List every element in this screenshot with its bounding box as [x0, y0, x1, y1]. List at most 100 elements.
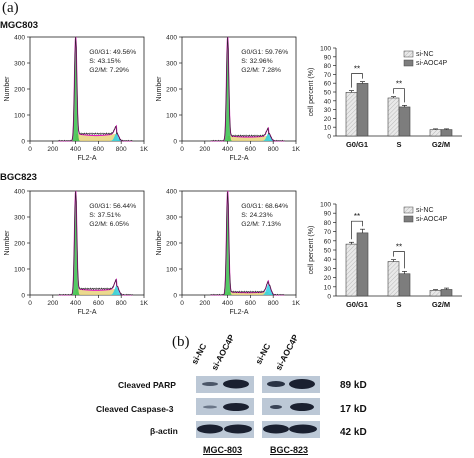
- lane-header: si-AOC4P: [273, 332, 301, 372]
- y-axis-label: Number: [156, 76, 163, 102]
- phase-percent-label: G0/G1: 59.76%: [241, 49, 288, 56]
- band: [267, 381, 285, 387]
- phase-percent-label: S: 32.96%: [241, 58, 272, 65]
- y-tick-label: 60: [324, 238, 332, 245]
- x-tick-label: 0: [180, 300, 184, 307]
- band: [223, 403, 249, 411]
- y-tick-label: 80: [324, 63, 332, 70]
- x-tick-label: 1K: [140, 146, 149, 153]
- g2m-peak-area: [210, 133, 285, 141]
- histogram-outline: [210, 36, 285, 142]
- y-tick-label: 20: [324, 116, 332, 123]
- significance-bracket: [393, 88, 405, 103]
- phase-percent-label: S: 24.23%: [241, 212, 272, 219]
- flow-histogram-bgc823-sinc: 0 100 200 300 400 0 200 400 600 800 1K FL2-A Number G…: [0, 184, 152, 319]
- phase-percent-label: G2/M: 6.05%: [89, 221, 129, 228]
- blot-bands: [196, 376, 320, 438]
- phase-percent-label: S: 43.15%: [89, 58, 120, 65]
- band: [289, 424, 317, 434]
- y-tick-label: 0: [21, 293, 25, 300]
- x-axis-label: FL2-A: [77, 155, 96, 162]
- legend-label: si-NC: [416, 207, 434, 214]
- g2m-peak-area: [58, 133, 133, 141]
- x-tick-label: 600: [245, 300, 256, 307]
- y-tick-label: 40: [324, 98, 332, 105]
- y-axis-label: Number: [156, 230, 163, 256]
- g1-peak-area: [210, 39, 285, 141]
- y-tick-label: 300: [166, 61, 177, 68]
- x-tick-label: 200: [47, 146, 58, 153]
- lane-header: si-AOC4P: [209, 332, 237, 372]
- histogram-outline: [58, 191, 133, 296]
- band: [197, 424, 223, 434]
- y-tick-label: 10: [324, 125, 332, 132]
- y-tick-label: 10: [324, 284, 332, 291]
- band: [270, 405, 282, 409]
- x-tick-label: 1K: [140, 300, 149, 307]
- x-tick-label: 0: [180, 146, 184, 153]
- y-tick-label: 50: [324, 248, 332, 255]
- x-tick-label: 800: [268, 300, 279, 307]
- x-axis-label: FL2-A: [229, 155, 248, 162]
- histogram-outline: [58, 36, 133, 142]
- band: [223, 379, 249, 389]
- kd-label: 89 kD: [340, 380, 367, 391]
- y-tick-label: 300: [14, 61, 25, 68]
- phase-percent-label: G2/M: 7.29%: [89, 67, 129, 74]
- y-tick-label: 200: [166, 241, 177, 248]
- x-tick-label: 200: [47, 300, 58, 307]
- blot-row-label: β-actin: [150, 426, 178, 436]
- x-axis-label: FL2-A: [229, 309, 248, 316]
- histogram-outline: [210, 191, 285, 296]
- significance-label: **: [396, 243, 402, 252]
- y-tick-label: 200: [14, 87, 25, 94]
- y-axis-label: Number: [4, 230, 11, 256]
- blot-row-label: Cleaved Caspase-3: [96, 404, 174, 414]
- y-tick-label: 100: [320, 202, 331, 209]
- category-label: G2/M: [432, 300, 450, 309]
- category-label: S: [396, 140, 401, 149]
- category-label: G0/G1: [346, 140, 368, 149]
- y-axis-label: Number: [4, 76, 11, 102]
- bar-chart-bgc823: 0 10 20 30 40 50 60 70 80 90 100 cell percent (%) G0…: [308, 202, 462, 309]
- y-tick-label: 0: [173, 139, 177, 146]
- x-axis-label: FL2-A: [77, 309, 96, 316]
- phase-percent-label: G2/M: 7.28%: [241, 67, 281, 74]
- x-tick-label: 0: [28, 146, 32, 153]
- x-tick-label: 0: [28, 300, 32, 307]
- x-tick-label: 800: [268, 146, 279, 153]
- y-tick-label: 400: [14, 189, 25, 196]
- x-tick-label: 600: [245, 146, 256, 153]
- y-tick-label: 30: [324, 107, 332, 114]
- y-tick-label: 300: [166, 215, 177, 222]
- significance-bracket: [393, 251, 405, 269]
- y-tick-label: 100: [166, 113, 177, 120]
- significance-bracket: [351, 73, 363, 88]
- flow-histogram-bgc823-siaoc4p: 0 100 200 300 400 0 200 400 600 800 1K FL2-A Number G…: [152, 184, 304, 319]
- g2m-peak-area: [210, 284, 285, 295]
- y-tick-label: 40: [324, 257, 332, 264]
- kd-label: 42 kD: [340, 427, 367, 438]
- x-tick-label: 400: [70, 300, 81, 307]
- lane-header: si-NC: [189, 341, 209, 366]
- lane-header: si-NC: [253, 341, 273, 366]
- y-tick-label: 100: [166, 267, 177, 274]
- y-tick-label: 20: [324, 275, 332, 282]
- legend-label: si-AOC4P: [416, 216, 447, 223]
- x-tick-label: 600: [93, 300, 104, 307]
- y-tick-label: 60: [324, 81, 332, 88]
- panel-a-label: (a): [2, 0, 19, 16]
- y-tick-label: 100: [14, 267, 25, 274]
- significance-label: **: [354, 65, 360, 74]
- band: [289, 379, 315, 389]
- y-axis-label: cell percent (%): [308, 226, 315, 275]
- bar: [440, 289, 453, 297]
- x-tick-label: 1K: [292, 300, 301, 307]
- g1-peak-area: [210, 193, 285, 295]
- phase-percent-label: S: 37.51%: [89, 212, 120, 219]
- category-label: S: [396, 300, 401, 309]
- category-label: G2/M: [432, 140, 450, 149]
- phase-percent-label: G0/G1: 49.56%: [89, 49, 136, 56]
